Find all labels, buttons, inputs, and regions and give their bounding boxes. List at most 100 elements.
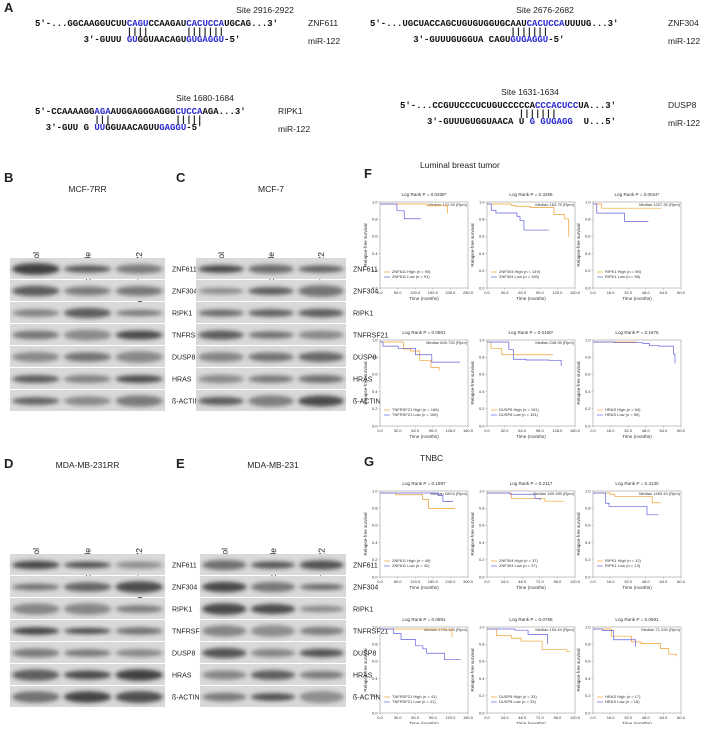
y-axis-label: Relapse-free survival [363,223,368,266]
sequence-part: 3'-GUUUGUGGUA CAGU [413,35,510,45]
x-tick-label: 120.0 [445,715,456,720]
blot-band [250,693,296,701]
y-tick-label: 0.0 [479,710,485,715]
y-tick-label: 0.8 [479,642,485,647]
panel-label: F [364,166,372,181]
x-axis-label: Time (months) [409,434,439,439]
protein-label: TNFRSF21 [172,629,208,636]
y-tick-label: 0.6 [585,523,591,528]
x-tick-label: 48.0 [642,579,651,584]
x-tick-label: 48.0 [642,428,651,433]
protein-label: HRAS [172,673,192,680]
y-tick-label: 0.4 [372,540,378,545]
y-tick-label: 0.4 [479,540,485,545]
plot-frame [592,490,682,578]
blot-band [198,374,244,384]
y-tick-label: 0.2 [585,693,591,698]
y-tick-label: 0.2 [585,406,591,411]
blot-band [115,309,163,317]
x-tick-label: 300.0 [463,579,474,584]
survival-curve [380,203,448,214]
median-note: Median 649.725 (Rpm) [426,340,468,345]
y-axis-label: Relapse-free survival [576,361,581,404]
sequence-part: -5' [224,35,240,45]
x-tick-label: 150.0 [428,290,439,295]
x-tick-label: 120.0 [552,290,563,295]
y-tick-label: 0.0 [585,574,591,579]
blot-band [299,583,344,591]
blot-band [298,265,344,273]
y-tick-label: 0.6 [372,372,378,377]
protein-label: HRAS [353,377,373,384]
pairing: ||||||| [519,109,557,119]
legend-entry: ZNF611 Low (n = 91) [392,274,430,279]
sequence-part: UA...3' [578,101,616,111]
y-tick-label: 0.8 [585,506,591,511]
blot-band [11,691,60,703]
y-tick-label: 0.6 [372,659,378,664]
x-tick-label: 80.0 [677,428,686,433]
sequence-part: GUGAGGU [186,35,224,45]
legend-entry: RIPK1 High (n = 98) [605,269,642,274]
x-tick-label: 80.0 [677,715,686,720]
blot-title: MDA-MB-231 [247,460,299,470]
survival-curve [380,628,453,637]
legend-entry: HRAS High (n = 17) [605,694,641,699]
pairing: |||| ||||||| [127,27,224,37]
sequence-part: 3'-GUUU [84,35,127,45]
sequence-part: -5' [186,123,202,133]
blot-band [115,395,163,407]
legend-entry: RIPK1 Low (n = 98) [605,274,641,279]
y-axis-label: Relapse-free survival [470,223,475,266]
mirna-name: miR-122 [308,36,340,46]
site-label: Site 1631-1634 [501,87,559,97]
log-rank: Log Rank P = 0.0891 [402,617,446,622]
protein-label: ß-ACTIN [353,695,381,702]
blot-band [248,264,294,274]
mirna-name: miR-122 [668,118,700,128]
y-tick-label: 0.0 [585,423,591,428]
x-tick-label: 48.0 [518,715,527,720]
plot-frame [379,201,469,289]
protein-label: DUSP8 [353,355,376,362]
gene-name: RIPK1 [278,106,303,116]
x-tick-label: 0.0 [484,715,490,720]
y-tick-label: 0.0 [372,423,378,428]
median-note: Median 154.44 (Rpm) [535,627,574,632]
mirna-sequence: 3'-GUUUGUGGUA CAGUGUGAGGU-5' [413,35,564,45]
y-tick-label: 1.0 [372,199,378,204]
legend-entry: ZNF304 Low (n = 150) [499,274,540,279]
sequence-part: CAGU [127,19,149,29]
protein-label: RIPK1 [353,607,373,614]
x-axis-label: Time (months) [516,434,546,439]
x-tick-label: 150.0 [463,715,474,720]
x-axis-label: Time (months) [516,585,546,590]
y-axis-label: Relapse-free survival [576,223,581,266]
blot-band [248,286,294,296]
blot-band [63,307,112,319]
y-tick-label: 0.4 [372,676,378,681]
survival-curve [487,628,570,652]
x-tick-label: 30.0 [394,715,403,720]
blot-band [63,603,112,615]
x-tick-label: 250.0 [463,290,474,295]
x-tick-label: 0.0 [590,715,596,720]
legend-entry: DUSP8 High (n = 151) [499,407,540,412]
median-note: Median 248.95 (Rpm) [535,340,574,345]
blot-band [198,309,244,317]
y-tick-label: 0.2 [479,693,485,698]
protein-label: ZNF611 [353,267,378,274]
site-label: Site 2916-2922 [236,5,294,15]
legend-entry: ZNF304 Low (n = 37) [499,563,538,568]
plot-frame [592,201,682,289]
x-tick-label: 48.0 [518,579,527,584]
x-tick-label: 90.0 [536,290,545,295]
plot-frame [486,339,576,427]
pairing: ||||||| [510,27,548,37]
x-tick-label: 0.0 [377,579,383,584]
x-tick-label: 0.0 [590,579,596,584]
x-tick-label: 72.0 [536,579,545,584]
y-tick-label: 0.6 [372,523,378,528]
x-tick-label: 16.0 [607,290,616,295]
blot-band [63,582,112,592]
